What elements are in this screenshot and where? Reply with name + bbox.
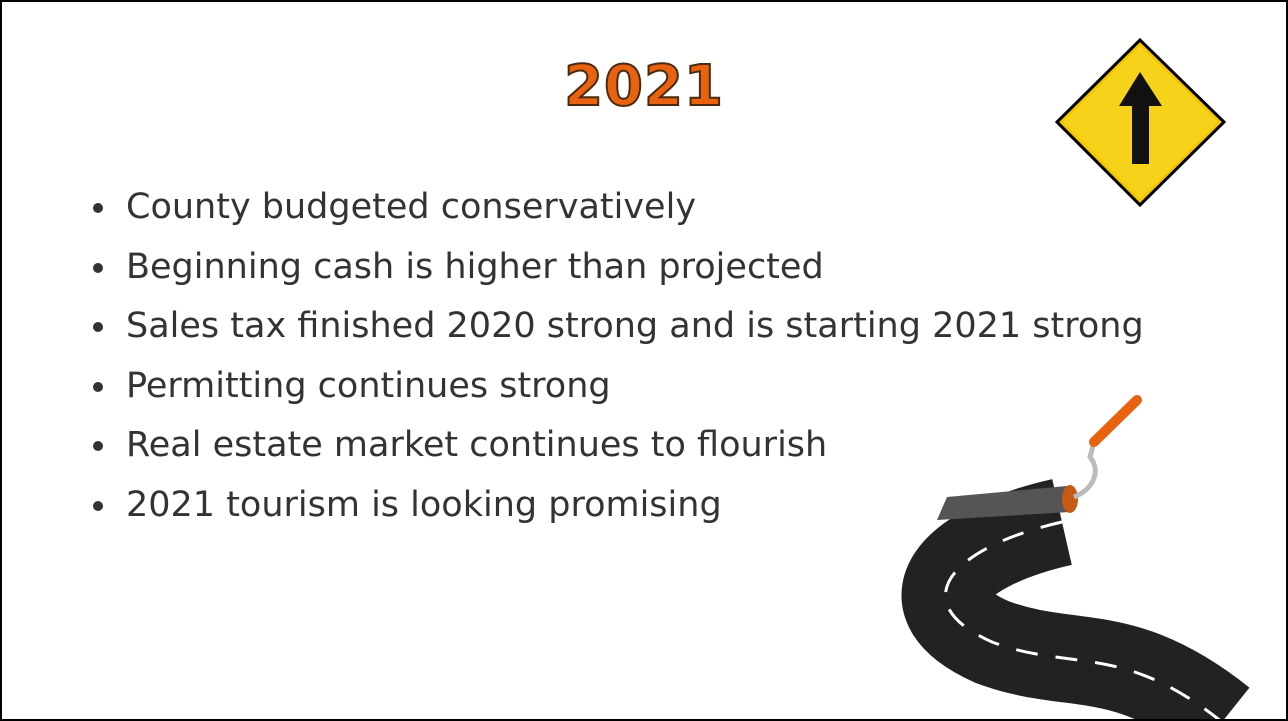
bullet: 2021 tourism is looking promising: [120, 476, 1144, 536]
slide: 2021 County budgeted conservatively Begi…: [0, 0, 1288, 721]
slide-title: 2021: [2, 54, 1286, 119]
bullet: Permitting continues strong: [120, 357, 1144, 417]
bullet: Beginning cash is higher than projected: [120, 238, 1144, 298]
bullet: County budgeted conservatively: [120, 178, 1144, 238]
bullet-list: County budgeted conservatively Beginning…: [92, 178, 1144, 535]
bullet: Real estate market continues to flourish: [120, 416, 1144, 476]
bullet: Sales tax finished 2020 strong and is st…: [120, 297, 1144, 357]
